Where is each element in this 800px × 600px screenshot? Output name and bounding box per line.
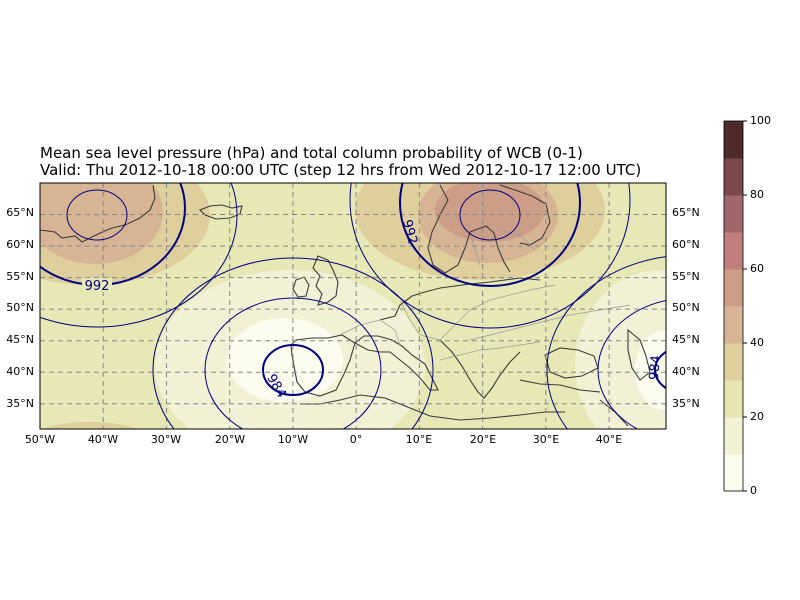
isobar-label-992-scandinavia: 992 (399, 218, 420, 246)
coast-ireland (292, 276, 310, 298)
y-tick-label-left: 65°N (6, 206, 34, 219)
isobars (37, 183, 666, 478)
colorbar-bin (724, 343, 743, 381)
colorbar-bin (724, 454, 743, 492)
y-tick-label-left: 35°N (6, 397, 34, 410)
y-tick-label-left: 60°N (6, 238, 34, 251)
shading-iberia-low-inner (227, 318, 343, 402)
map-gridlines (40, 183, 666, 429)
colorbar-tick-label: 0 (750, 484, 757, 497)
y-tick-label-left: 50°N (6, 301, 34, 314)
colorbar-tick-label: 40 (750, 336, 764, 349)
x-tick-label: 30°W (150, 433, 182, 446)
isobar-label-bg-1 (82, 278, 112, 292)
country-borders (339, 229, 631, 361)
colorbar-tick-label: 80 (750, 188, 764, 201)
border-east (469, 304, 631, 341)
coast-france-italy (353, 335, 439, 391)
colorbar (724, 120, 747, 492)
colorbar-tick-label: 100 (750, 114, 771, 127)
isobar-eastmed-outer (546, 256, 666, 429)
shading-scandinavia-low-inner (435, 183, 545, 242)
coast-caspian (627, 328, 651, 381)
border-south (439, 341, 541, 361)
x-tick-label: 20°E (469, 433, 497, 446)
coast-europe-north (379, 277, 541, 321)
isobar-greenland-outer (40, 183, 238, 328)
colorbar-tick-label: 20 (750, 410, 764, 423)
colorbar-bin (724, 121, 743, 159)
colorbar-bin (724, 417, 743, 455)
border-central (399, 284, 556, 341)
isobar-eastmed-thick (654, 350, 666, 390)
isobar-label-992-west: 992 (85, 279, 110, 294)
isobar-greenland-inner (66, 189, 128, 241)
coast-balkans (439, 339, 521, 399)
y-tick-label-left: 40°N (6, 365, 34, 378)
y-tick-label-right: 40°N (672, 365, 700, 378)
colorbar-bin (724, 306, 743, 344)
x-tick-label: 50°W (24, 433, 56, 446)
coast-north-africa (300, 394, 565, 421)
y-tick-label-left: 45°N (6, 333, 34, 346)
coast-britain (312, 255, 339, 306)
isobar-south-atlantic (37, 442, 157, 478)
coast-turkey (519, 379, 601, 393)
isobar-label-984-east: 984 (647, 355, 664, 381)
x-tick-label: 40°W (87, 433, 119, 446)
x-tick-label: 30°E (532, 433, 560, 446)
coast-greenland (40, 184, 156, 243)
x-tick-label: 10°W (277, 433, 309, 446)
isobar-scandinavia-thick (399, 183, 581, 287)
y-tick-label-right: 50°N (672, 301, 700, 314)
coast-iberia (290, 334, 356, 397)
isobar-scandinavia-outer (349, 183, 631, 329)
colorbar-bin (724, 232, 743, 270)
colorbar-tick-label: 60 (750, 262, 764, 275)
colorbar-bin (724, 158, 743, 196)
x-tick-label: 10°E (405, 433, 433, 446)
x-tick-label: 0° (349, 433, 363, 446)
map-panel: 992 984 992 984 (37, 183, 666, 478)
coast-scandinavia (427, 184, 551, 274)
isobar-iberia-inner (204, 297, 382, 429)
y-tick-label-right: 35°N (672, 397, 700, 410)
x-tick-label: 20°W (214, 433, 246, 446)
colorbar-frame (723, 120, 744, 492)
map-title-line1: Mean sea level pressure (hPa) and total … (40, 144, 583, 162)
isobar-eastmed-inner (597, 299, 666, 429)
isobar-scandinavia-inner (459, 189, 521, 241)
border-west (339, 319, 401, 346)
colorbar-bin (724, 269, 743, 307)
map-title-line2: Valid: Thu 2012-10-18 00:00 UTC (step 12… (40, 161, 642, 179)
x-tick-label: 40°E (595, 433, 623, 446)
shading-south-atlantic (42, 422, 138, 429)
isobar-iberia-outer (152, 257, 434, 429)
y-tick-label-right: 55°N (672, 270, 700, 283)
y-tick-label-right: 60°N (672, 238, 700, 251)
y-tick-label-left: 55°N (6, 270, 34, 283)
map-frame (39, 182, 667, 430)
isobar-iberia-thick (262, 344, 324, 396)
coast-iceland (199, 204, 243, 220)
y-tick-label-right: 65°N (672, 206, 700, 219)
shading-eastmed-low-inner (635, 330, 666, 410)
colorbar-bin (724, 195, 743, 233)
colorbar-bin (724, 380, 743, 418)
y-tick-label-right: 45°N (672, 333, 700, 346)
border-scand (469, 229, 536, 266)
